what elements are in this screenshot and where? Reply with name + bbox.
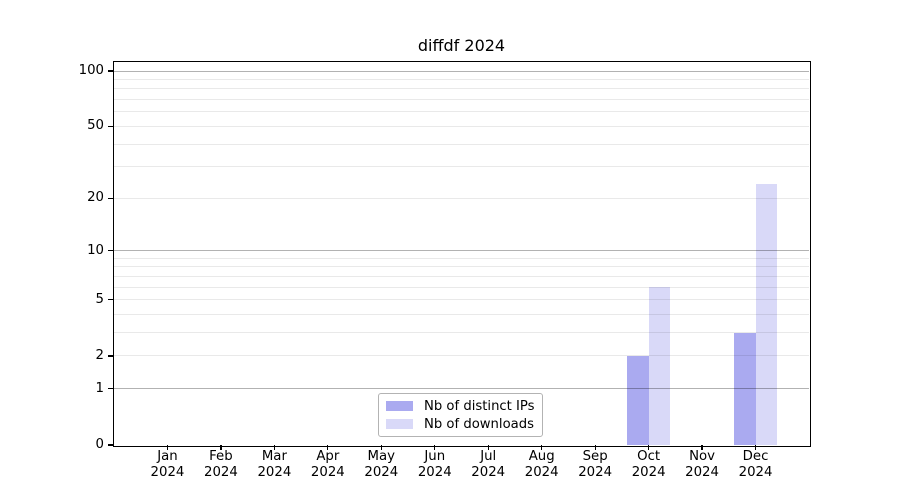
chart-title: diffdf 2024 bbox=[417, 36, 506, 55]
legend-item-downloads: Nb of downloads bbox=[386, 415, 535, 433]
legend: Nb of distinct IPs Nb of downloads bbox=[378, 393, 543, 437]
x-tick-sep bbox=[594, 445, 596, 450]
y-tick-label-1: 1 bbox=[95, 380, 104, 396]
bar-distinct-ips-dec bbox=[734, 332, 756, 445]
x-tick-month: Aug bbox=[528, 449, 555, 464]
x-tick-year: 2024 bbox=[204, 464, 238, 480]
x-tick-year: 2024 bbox=[524, 464, 559, 480]
minor-gridline-7 bbox=[114, 276, 809, 278]
minor-gridline-70 bbox=[114, 99, 809, 101]
x-tick-label-feb: Feb 2024 bbox=[189, 449, 253, 480]
x-tick-month: Dec bbox=[742, 449, 769, 464]
legend-swatch-downloads bbox=[386, 418, 413, 430]
x-tick-year: 2024 bbox=[150, 464, 185, 480]
bar-distinct-ips-oct bbox=[627, 355, 649, 445]
minor-gridline-30 bbox=[114, 166, 809, 168]
y-tick-2 bbox=[107, 355, 113, 357]
x-tick-label-aug: Aug 2024 bbox=[510, 449, 574, 480]
x-tick-month: Apr bbox=[316, 449, 340, 464]
x-tick-oct bbox=[648, 445, 650, 450]
x-tick-nov bbox=[701, 445, 703, 450]
bar-downloads-oct bbox=[648, 287, 670, 445]
x-tick-jan bbox=[166, 445, 169, 450]
x-tick-month: Sep bbox=[582, 449, 608, 464]
x-tick-year: 2024 bbox=[471, 464, 506, 480]
x-tick-label-may: May 2024 bbox=[349, 449, 413, 480]
x-tick-jul bbox=[487, 445, 489, 450]
minor-gridline-60 bbox=[114, 111, 809, 113]
x-tick-may bbox=[380, 445, 382, 450]
y-tick-label-100: 100 bbox=[78, 63, 104, 79]
x-tick-apr bbox=[327, 445, 329, 450]
y-tick-label-20: 20 bbox=[87, 190, 104, 206]
x-tick-label-nov: Nov 2024 bbox=[670, 449, 734, 480]
x-tick-year: 2024 bbox=[417, 464, 452, 480]
y-tick-label-0: 0 bbox=[95, 437, 104, 452]
y-tick-20 bbox=[107, 197, 113, 199]
x-tick-year: 2024 bbox=[578, 464, 613, 480]
y-tick-label-50: 50 bbox=[87, 118, 104, 134]
minor-gridline-80 bbox=[114, 88, 809, 90]
minor-gridline-20 bbox=[114, 197, 809, 199]
legend-item-distinct-ips: Nb of distinct IPs bbox=[386, 397, 535, 415]
x-tick-label-apr: Apr 2024 bbox=[296, 449, 360, 480]
minor-gridline-9 bbox=[114, 257, 809, 259]
minor-gridline-8 bbox=[114, 266, 809, 268]
major-gridline-100 bbox=[114, 70, 809, 72]
minor-gridline-6 bbox=[114, 286, 809, 288]
minor-gridline-90 bbox=[114, 79, 809, 81]
minor-gridline-4 bbox=[114, 314, 809, 316]
x-tick-year: 2024 bbox=[738, 464, 773, 480]
legend-label-distinct-ips: Nb of distinct IPs bbox=[424, 398, 535, 414]
x-tick-year: 2024 bbox=[364, 464, 399, 480]
bar-downloads-dec bbox=[755, 184, 777, 445]
x-tick-year: 2024 bbox=[257, 464, 292, 480]
x-tick-year: 2024 bbox=[685, 464, 719, 480]
y-tick-100 bbox=[107, 70, 113, 72]
x-tick-label-jan: Jan 2024 bbox=[135, 449, 199, 480]
legend-label-downloads: Nb of downloads bbox=[424, 416, 534, 432]
plot-area bbox=[107, 60, 811, 450]
y-tick-5 bbox=[107, 299, 113, 301]
minor-gridline-2 bbox=[114, 355, 809, 357]
x-tick-mar bbox=[273, 445, 275, 450]
x-tick-dec bbox=[754, 445, 757, 450]
y-tick-label-5: 5 bbox=[95, 291, 104, 307]
major-gridline-1 bbox=[114, 388, 809, 390]
x-tick-label-jul: Jul 2024 bbox=[456, 449, 520, 480]
x-tick-month: Oct bbox=[637, 449, 661, 464]
x-tick-month: Jan bbox=[157, 449, 178, 464]
x-tick-month: May bbox=[367, 449, 396, 464]
x-tick-year: 2024 bbox=[631, 464, 666, 480]
x-tick-month: Jun bbox=[424, 449, 446, 464]
x-tick-month: Jul bbox=[480, 449, 497, 464]
x-tick-label-sep: Sep 2024 bbox=[563, 449, 627, 480]
legend-swatch-distinct-ips bbox=[386, 400, 413, 412]
x-tick-jun bbox=[434, 445, 436, 450]
x-tick-label-mar: Mar 2024 bbox=[242, 449, 306, 480]
x-tick-label-jun: Jun 2024 bbox=[403, 449, 467, 480]
y-tick-label-2: 2 bbox=[95, 347, 104, 363]
x-tick-aug bbox=[541, 445, 543, 450]
y-tick-label-10: 10 bbox=[87, 242, 104, 258]
minor-gridline-5 bbox=[114, 299, 809, 301]
y-tick-0 bbox=[107, 444, 113, 446]
minor-gridline-50 bbox=[114, 125, 809, 127]
x-tick-year: 2024 bbox=[310, 464, 345, 480]
y-tick-10 bbox=[107, 250, 113, 252]
x-tick-feb bbox=[220, 445, 222, 450]
x-tick-label-dec: Dec 2024 bbox=[724, 449, 788, 480]
y-tick-50 bbox=[107, 125, 113, 128]
minor-gridline-40 bbox=[114, 143, 809, 145]
x-tick-month: Nov bbox=[689, 449, 716, 464]
x-tick-month: Mar bbox=[261, 449, 287, 464]
major-gridline-10 bbox=[114, 250, 809, 252]
x-tick-month: Feb bbox=[209, 449, 233, 464]
x-tick-label-oct: Oct 2024 bbox=[617, 449, 681, 480]
y-tick-1 bbox=[107, 388, 113, 390]
minor-gridline-3 bbox=[114, 332, 809, 334]
